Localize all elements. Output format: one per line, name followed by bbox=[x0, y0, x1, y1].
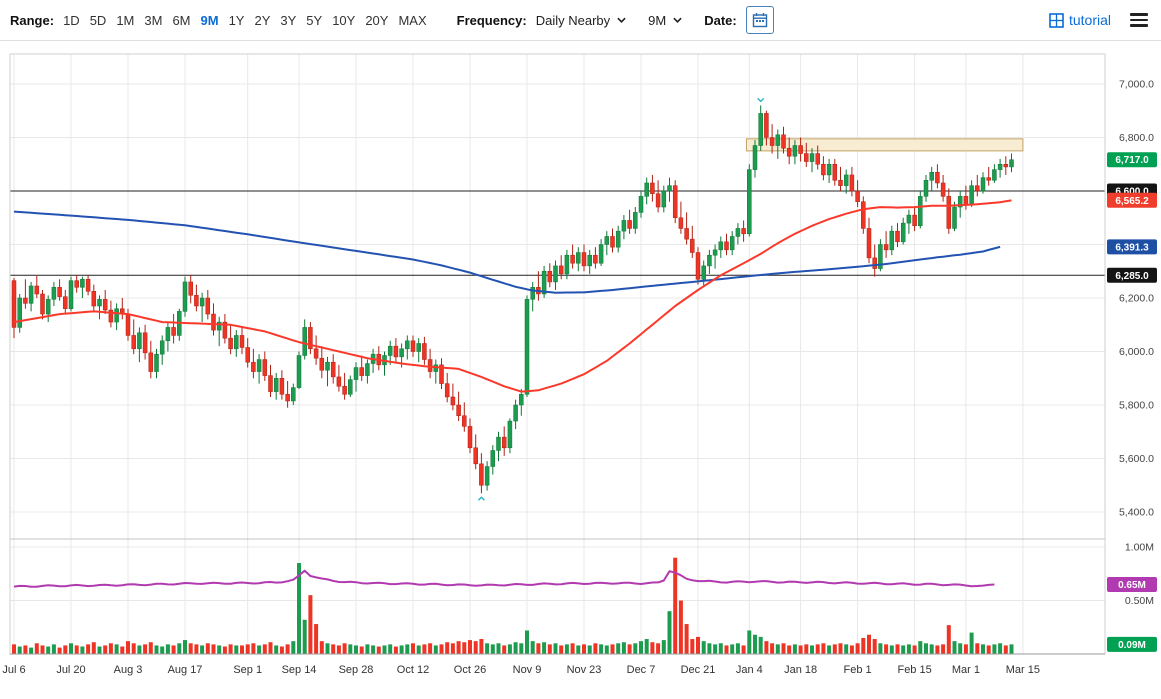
axis-badge-label: 6,391.3 bbox=[1115, 242, 1149, 253]
range-label: Range: bbox=[10, 12, 55, 28]
x-axis-label: Mar 15 bbox=[1006, 664, 1040, 676]
range-option-10y[interactable]: 10Y bbox=[332, 12, 356, 28]
price-axis-label: 5,400.0 bbox=[1119, 507, 1154, 519]
price-axis-labels: 7,000.0 6,800.0 6,200.0 6,000.0 5,800.0 5,600… bbox=[1119, 79, 1154, 519]
price-axis-label: 6,000.0 bbox=[1119, 346, 1154, 358]
range-option-3y[interactable]: 3Y bbox=[280, 12, 297, 28]
price-axis-label: 5,600.0 bbox=[1119, 453, 1154, 465]
frequency-label: Frequency: bbox=[456, 12, 527, 28]
frequency-dropdown[interactable]: Daily Nearby bbox=[536, 13, 626, 28]
toolbar: Range: 1D 5D 1M 3M 6M 9M 1Y 2Y 3Y 5Y 10Y 20Y MAX Fre… bbox=[0, 0, 1161, 41]
price-axis-label: 7,000.0 bbox=[1119, 79, 1154, 91]
price-axis-label: 5,800.0 bbox=[1119, 400, 1154, 412]
range-option-3m[interactable]: 3M bbox=[144, 12, 163, 28]
range-option-max[interactable]: MAX bbox=[398, 12, 427, 28]
period-dropdown[interactable]: 9M bbox=[648, 13, 682, 28]
volume-axis-label: 0.50M bbox=[1125, 595, 1154, 607]
high-low-markers bbox=[477, 97, 765, 501]
range-option-9m[interactable]: 9M bbox=[200, 12, 219, 28]
candlesticks bbox=[11, 105, 1014, 494]
date-label: Date: bbox=[704, 12, 737, 28]
tutorial-label: tutorial bbox=[1068, 12, 1111, 28]
grid-chart-icon bbox=[1049, 12, 1064, 28]
x-axis-label: Nov 23 bbox=[567, 664, 602, 676]
range-option-2y[interactable]: 2Y bbox=[254, 12, 271, 28]
x-axis-label: Dec 7 bbox=[627, 664, 656, 676]
price-axis-label: 6,200.0 bbox=[1119, 293, 1154, 305]
x-axis-label: Jan 18 bbox=[784, 664, 817, 676]
range-option-1d[interactable]: 1D bbox=[63, 12, 80, 28]
x-axis-label: Sep 14 bbox=[282, 664, 317, 676]
resistance-zone-annotation[interactable] bbox=[745, 138, 1024, 152]
frequency-value: Daily Nearby bbox=[535, 12, 611, 28]
x-axis-label: Aug 3 bbox=[114, 664, 143, 676]
range-option-5d[interactable]: 5D bbox=[89, 12, 107, 28]
x-axis-label: Nov 9 bbox=[513, 664, 542, 676]
x-axis-label: Feb 1 bbox=[844, 664, 872, 676]
axis-badge-label: 6,600.0 bbox=[1115, 187, 1149, 198]
calendar-icon bbox=[752, 13, 767, 28]
x-axis-label: Jan 4 bbox=[736, 664, 763, 676]
x-axis-label: Oct 26 bbox=[454, 664, 486, 676]
range-option-1y[interactable]: 1Y bbox=[228, 12, 245, 28]
x-axis-label: Sep 28 bbox=[339, 664, 374, 676]
range-option-5y[interactable]: 5Y bbox=[306, 12, 323, 28]
price-axis-badges: 6,717.0 6,600.06,565.2 6,391.3 6,285.0 bbox=[1107, 152, 1157, 283]
axis-badge-label: 0.65M bbox=[1118, 580, 1146, 591]
volume-bars bbox=[12, 557, 1014, 654]
x-axis-label: Oct 12 bbox=[397, 664, 429, 676]
x-axis-label: Aug 17 bbox=[168, 664, 203, 676]
chart-area: Jul 6 Jul 20 Aug 3 Aug 17 Sep 1 Sep 14 Sep 28 O… bbox=[0, 41, 1161, 699]
range-option-20y[interactable]: 20Y bbox=[365, 12, 389, 28]
x-axis-label: Mar 1 bbox=[952, 664, 980, 676]
date-picker-button[interactable] bbox=[745, 6, 774, 34]
axis-badge-label: 6,565.2 bbox=[1115, 196, 1149, 207]
hamburger-menu-icon[interactable] bbox=[1127, 10, 1151, 30]
price-axis-label: 6,800.0 bbox=[1119, 132, 1154, 144]
volume-axis-label: 1.00M bbox=[1125, 542, 1154, 554]
moving-average-fast-line bbox=[13, 199, 1012, 393]
chevron-down-icon bbox=[673, 17, 682, 23]
range-options: 1D 5D 1M 3M 6M 9M 1Y 2Y 3Y 5Y 10Y 20Y MAX bbox=[63, 13, 437, 28]
axis-badge-label: 0.09M bbox=[1118, 640, 1146, 651]
axis-badge-label: 6,285.0 bbox=[1115, 271, 1149, 282]
range-option-6m[interactable]: 6M bbox=[172, 12, 191, 28]
axis-badge-label: 6,717.0 bbox=[1115, 155, 1149, 166]
horizontal-trendlines[interactable] bbox=[10, 190, 1105, 276]
volume-axis-badges: 0.65M 0.09M bbox=[1107, 576, 1157, 652]
volume-axis-labels: 1.00M 0.50M bbox=[1125, 542, 1154, 608]
chart-svg[interactable]: Jul 6 Jul 20 Aug 3 Aug 17 Sep 1 Sep 14 Sep 28 O… bbox=[0, 41, 1161, 699]
chevron-down-icon bbox=[617, 17, 626, 23]
x-axis-labels: Jul 6 Jul 20 Aug 3 Aug 17 Sep 1 Sep 14 Sep 28 O… bbox=[2, 664, 1040, 676]
x-axis-label: Jul 20 bbox=[56, 664, 85, 676]
tutorial-link[interactable]: tutorial bbox=[1049, 12, 1111, 28]
x-axis-label: Dec 21 bbox=[681, 664, 716, 676]
range-option-1m[interactable]: 1M bbox=[116, 12, 135, 28]
open-interest-line bbox=[13, 569, 995, 588]
x-axis-label: Jul 6 bbox=[2, 664, 25, 676]
moving-average-slow-line bbox=[13, 210, 1001, 294]
grid-horizontal-volume bbox=[10, 546, 1105, 601]
x-axis-label: Sep 1 bbox=[233, 664, 262, 676]
period-value: 9M bbox=[648, 12, 667, 28]
x-axis-label: Feb 15 bbox=[897, 664, 931, 676]
